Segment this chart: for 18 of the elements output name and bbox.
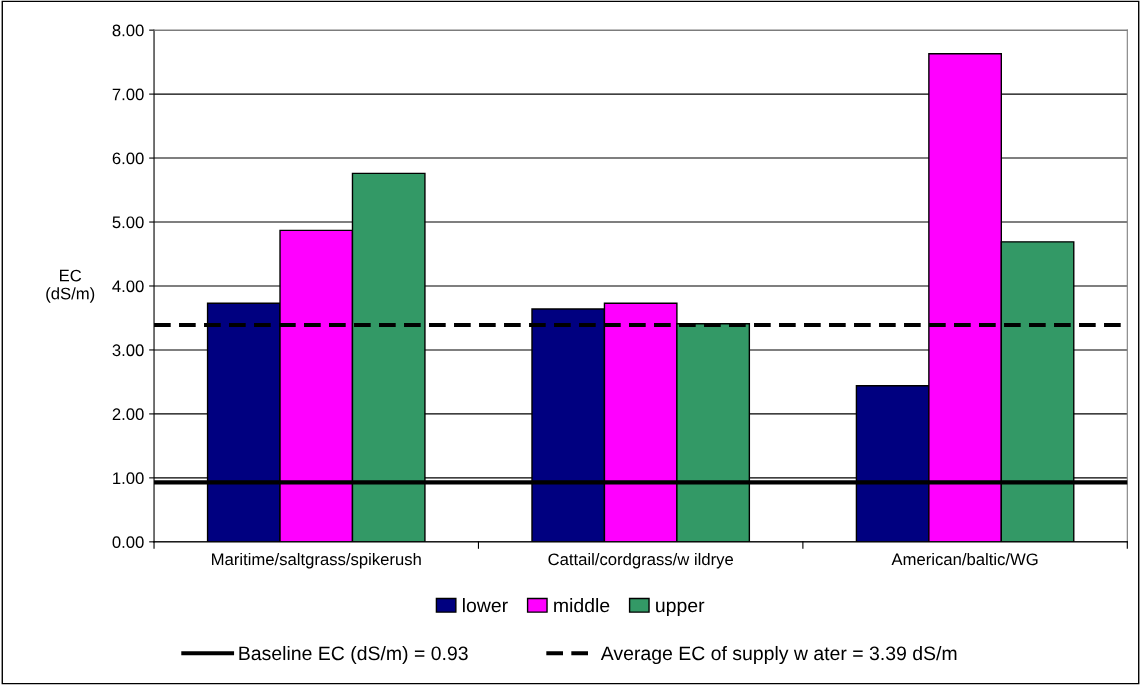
y-tick-label: 6.00 — [112, 152, 144, 165]
legend-label: middle — [554, 598, 610, 613]
x-tick-label: Cattail/cordgrass/w ildrye — [548, 552, 734, 569]
legend-label: lower — [462, 598, 508, 613]
y-tick-label: 8.00 — [112, 24, 144, 37]
y-tick-label: 3.00 — [112, 344, 144, 357]
y-tick-label: 7.00 — [112, 88, 144, 101]
y-axis-title: EC (dS/m) — [46, 269, 95, 303]
legend-label: upper — [656, 601, 705, 617]
y-tick-label: 0.00 — [112, 536, 144, 549]
y-tick-label: 4.00 — [112, 280, 144, 293]
legend-label: Baseline EC (dS/m) = 0.93 — [239, 645, 468, 665]
x-tick-label: Maritime/saltgrass/spikerush — [212, 552, 421, 569]
y-tick-label: 1.00 — [113, 472, 144, 485]
legend-label: Average EC of supply w ater = 3.39 dS/m — [600, 645, 957, 665]
x-tick-label: American/baltic/WG — [891, 552, 1038, 566]
y-tick-label: 2.00 — [112, 408, 144, 421]
y-tick-label: 5.00 — [112, 216, 144, 229]
